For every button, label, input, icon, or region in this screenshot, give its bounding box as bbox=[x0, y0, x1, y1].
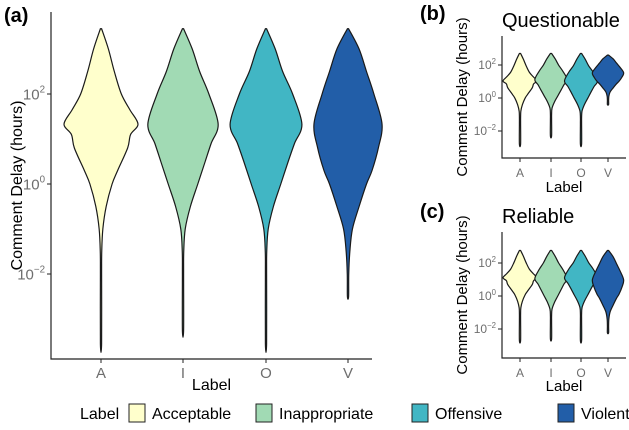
y-tick-label: 100 bbox=[23, 175, 46, 194]
y-axis-label: Comment Delay (hours) bbox=[454, 17, 471, 176]
panel-tag: (c) bbox=[420, 201, 444, 223]
violin-I bbox=[534, 249, 568, 342]
x-tick-label: O bbox=[576, 166, 585, 180]
y-axis-label: Comment Delay (hours) bbox=[9, 101, 26, 271]
y-tick-label: 10−2 bbox=[474, 123, 496, 138]
axes-lines bbox=[501, 36, 626, 159]
panel-b: (b) Questionable 102 100 10−2 A I O V Label Commen… bbox=[420, 3, 626, 196]
x-tick-label: I bbox=[549, 366, 552, 380]
x-tick-label: A bbox=[96, 365, 106, 382]
x-tick-label: I bbox=[181, 365, 185, 382]
violin-I bbox=[534, 52, 568, 139]
x-tick-label: I bbox=[549, 166, 552, 180]
y-tick-label: 10−2 bbox=[474, 321, 496, 336]
x-tick-label: O bbox=[576, 366, 585, 380]
violin-A bbox=[502, 249, 538, 344]
x-tick-label: A bbox=[516, 166, 524, 180]
y-tick-label: 102 bbox=[478, 255, 496, 270]
x-axis-label: Label bbox=[546, 378, 583, 395]
violin-A bbox=[63, 28, 139, 354]
violin-V bbox=[313, 28, 383, 300]
legend-swatch-offensive bbox=[411, 403, 429, 423]
y-tick-label: 100 bbox=[478, 90, 496, 105]
x-tick-label: V bbox=[604, 166, 612, 180]
x-tick-label: V bbox=[604, 366, 612, 380]
legend-swatch-acceptable bbox=[128, 403, 146, 423]
legend-label-inappropriate: Inappropriate bbox=[279, 406, 373, 423]
x-axis-label: Label bbox=[546, 179, 583, 196]
axes-lines bbox=[501, 232, 626, 359]
y-axis-label: Comment Delay (hours) bbox=[454, 215, 471, 374]
violin-V bbox=[591, 249, 625, 335]
violin-O bbox=[563, 249, 599, 344]
y-tick-label: 100 bbox=[478, 288, 496, 303]
violin-O bbox=[563, 52, 599, 148]
violin-O bbox=[229, 28, 303, 354]
panel-tag: (b) bbox=[420, 3, 446, 25]
y-tick-label: 102 bbox=[23, 85, 45, 104]
panel-title: Questionable bbox=[502, 10, 620, 32]
violin-A bbox=[502, 52, 538, 148]
x-tick-label: V bbox=[343, 365, 353, 382]
axes-lines bbox=[50, 12, 372, 360]
violin-I bbox=[147, 28, 219, 338]
legend: Label Acceptable Inappropriate Offensive Vio… bbox=[80, 403, 629, 423]
y-tick-label: 10−2 bbox=[17, 265, 45, 284]
panel-tag: (a) bbox=[4, 5, 28, 27]
x-tick-label: A bbox=[516, 366, 524, 380]
legend-swatch-violent bbox=[557, 403, 575, 423]
x-tick-label: O bbox=[260, 365, 272, 382]
legend-label-acceptable: Acceptable bbox=[152, 406, 231, 423]
panel-title: Reliable bbox=[502, 206, 574, 228]
x-axis-label: Label bbox=[192, 377, 231, 394]
legend-label-offensive: Offensive bbox=[435, 406, 502, 423]
violin-V bbox=[591, 54, 625, 106]
y-tick-label: 102 bbox=[478, 57, 496, 72]
panel-a: (a) 102 100 10−2 A I O V Label Comment Delay (hou… bbox=[4, 5, 383, 394]
legend-swatch-inappropriate bbox=[255, 403, 273, 423]
legend-label-violent: Violent bbox=[581, 406, 629, 423]
legend-title: Label bbox=[80, 406, 119, 423]
panel-c: (c) Reliable 102 100 10−2 A I O V Label Comment De… bbox=[420, 201, 626, 395]
